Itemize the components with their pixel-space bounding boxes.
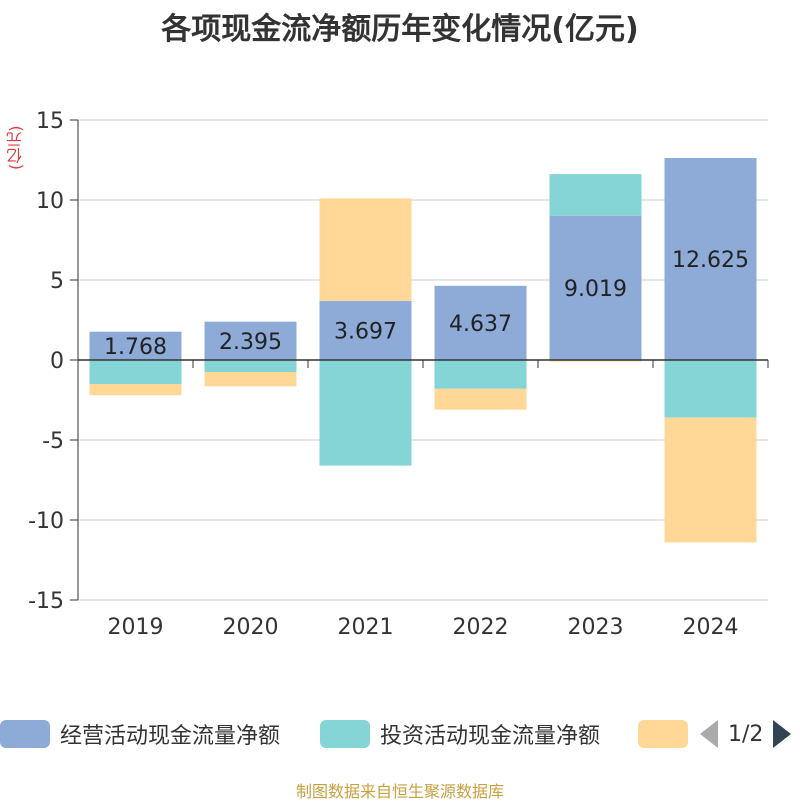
x-tick-label-2024: 2024: [683, 615, 739, 640]
bar-2023-series-1: [549, 174, 642, 216]
data-label-2024: 12.625: [672, 248, 749, 273]
bar-2020-series-2: [204, 372, 297, 387]
bar-2024-series-0: [664, 158, 757, 360]
x-tick-label-2023: 2023: [568, 615, 624, 640]
bar-2023-series-2: [549, 360, 642, 362]
bar-2020-series-0: [204, 321, 297, 360]
data-label-2020: 2.395: [219, 330, 282, 355]
pager-text: 1/2: [728, 721, 764, 747]
bar-2022-series-2: [434, 388, 527, 410]
legend-item-third[interactable]: [638, 716, 688, 752]
y-tick-label: -10: [28, 509, 64, 534]
bar-2021-series-2: [319, 198, 412, 301]
x-tick-label-2020: 2020: [223, 615, 279, 640]
bar-2019-series-2: [89, 384, 182, 396]
legend: 经营活动现金流量净额 投资活动现金流量净额: [0, 716, 800, 756]
bar-2022-series-0: [434, 285, 527, 360]
data-label-2022: 4.637: [449, 312, 512, 337]
bar-2019-series-1: [89, 360, 182, 384]
x-tick-label-2021: 2021: [338, 615, 394, 640]
source-note: 制图数据来自恒生聚源数据库: [295, 782, 504, 801]
x-tick-label-2019: 2019: [108, 615, 164, 640]
cash-flow-chart: 15 10 5 0 -5 -10 -15 1.768 2.395 3.697 4.637 9.019 1…: [28, 109, 769, 640]
bar-2021-series-0: [319, 300, 412, 360]
chart-title: 各项现金流净额历年变化情况(亿元): [161, 12, 639, 47]
y-tick-label: 5: [50, 269, 64, 294]
pager-next-icon[interactable]: [773, 720, 792, 748]
legend-swatch-operating: [0, 720, 50, 748]
data-label-2019: 1.768: [104, 335, 167, 360]
bar-2020-series-1: [204, 360, 297, 372]
legend-swatch-investing: [320, 720, 370, 748]
y-tick-label: 10: [36, 189, 64, 214]
bar-2023-series-0: [549, 215, 642, 360]
data-label-2023: 9.019: [564, 277, 627, 302]
legend-swatch-third: [638, 720, 688, 748]
bar-2022-series-1: [434, 360, 527, 389]
pager-prev-icon[interactable]: [700, 720, 718, 748]
bar-2021-series-1: [319, 360, 412, 466]
y-tick-label: -5: [42, 429, 64, 454]
legend-item-investing[interactable]: 投资活动现金流量净额: [320, 716, 600, 752]
y-tick-label: 15: [36, 109, 64, 134]
bar-2024-series-2: [664, 417, 757, 543]
data-label-2021: 3.697: [334, 319, 397, 344]
y-tick-label: 0: [50, 349, 64, 374]
bar-2019-series-0: [89, 331, 182, 360]
legend-label-investing: 投资活动现金流量净额: [380, 724, 601, 749]
bar-2024-series-1: [664, 360, 757, 418]
y-tick-label: -15: [28, 589, 64, 614]
x-tick-label-2022: 2022: [453, 615, 509, 640]
legend-label-operating: 经营活动现金流量净额: [60, 724, 281, 749]
legend-item-operating[interactable]: 经营活动现金流量净额: [0, 716, 280, 752]
legend-pager: 1/2: [700, 716, 792, 752]
